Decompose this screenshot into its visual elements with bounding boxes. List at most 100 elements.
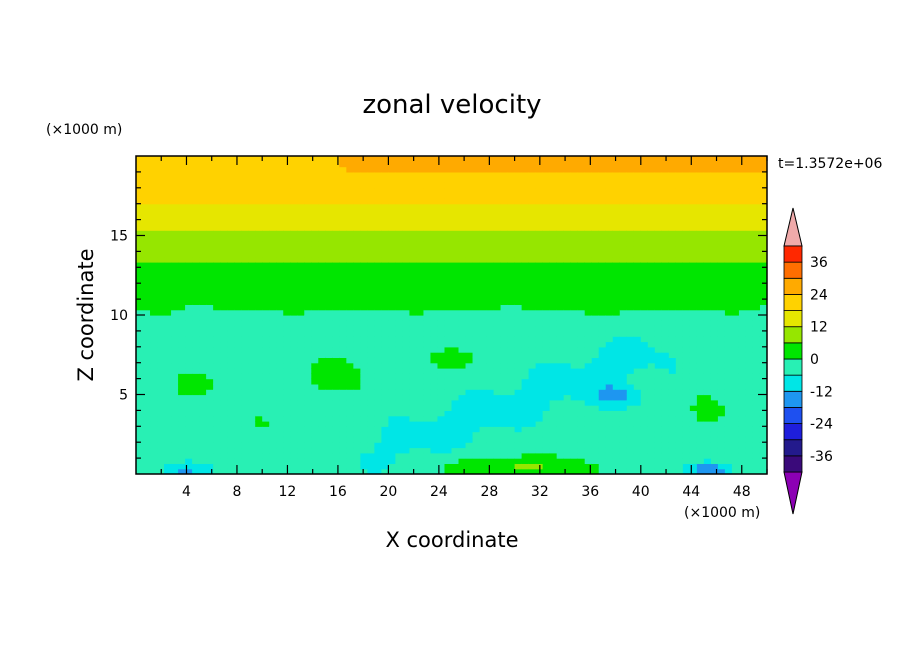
field-cell bbox=[444, 251, 453, 258]
field-cell bbox=[143, 293, 151, 300]
field-cell bbox=[276, 240, 284, 247]
field-cell bbox=[633, 198, 642, 205]
field-cell bbox=[451, 442, 460, 449]
field-cell bbox=[367, 251, 375, 258]
field-cell bbox=[640, 177, 649, 184]
field-cell bbox=[500, 209, 509, 215]
field-cell bbox=[360, 156, 368, 162]
field-cell bbox=[248, 299, 256, 305]
field-cell bbox=[360, 346, 368, 353]
field-cell bbox=[276, 166, 284, 173]
field-cell bbox=[633, 272, 642, 279]
field-cell bbox=[199, 166, 207, 173]
field-cell bbox=[276, 436, 284, 443]
field-cell bbox=[563, 394, 572, 401]
field-cell bbox=[395, 415, 404, 422]
field-cell bbox=[185, 431, 193, 438]
field-cell bbox=[486, 383, 495, 390]
field-cell bbox=[360, 421, 368, 427]
field-cell bbox=[241, 193, 249, 199]
field-cell bbox=[220, 293, 228, 300]
field-cell bbox=[500, 399, 509, 406]
field-cell bbox=[626, 315, 635, 321]
field-cell bbox=[367, 320, 375, 327]
field-cell bbox=[227, 240, 235, 247]
field-cell bbox=[514, 336, 523, 343]
field-cell bbox=[619, 224, 628, 231]
field-cell bbox=[290, 336, 298, 343]
field-cell bbox=[430, 304, 439, 311]
field-cell bbox=[661, 341, 670, 348]
field-cell bbox=[339, 309, 347, 316]
field-cell bbox=[388, 214, 397, 221]
field-cell bbox=[192, 357, 200, 364]
field-cell bbox=[521, 246, 530, 252]
field-cell bbox=[514, 177, 523, 184]
field-cell bbox=[486, 171, 495, 178]
field-cell bbox=[591, 341, 600, 348]
field-cell bbox=[591, 166, 600, 173]
field-cell bbox=[318, 240, 326, 247]
field-cell bbox=[500, 198, 509, 205]
field-cell bbox=[395, 330, 404, 337]
field-cell bbox=[150, 362, 158, 369]
field-cell bbox=[591, 415, 600, 422]
field-cell bbox=[374, 288, 382, 295]
field-cell bbox=[339, 288, 347, 295]
field-cell bbox=[304, 431, 312, 438]
field-cell bbox=[283, 299, 291, 305]
field-cell bbox=[696, 230, 705, 237]
field-cell bbox=[703, 262, 712, 268]
field-cell bbox=[577, 405, 586, 411]
field-cell bbox=[430, 346, 439, 353]
field-cell bbox=[591, 219, 600, 226]
field-cell bbox=[486, 352, 495, 358]
field-cell bbox=[612, 156, 621, 162]
field-cell bbox=[710, 458, 719, 464]
field-cell bbox=[486, 346, 495, 353]
field-cell bbox=[402, 224, 411, 231]
field-cell bbox=[605, 415, 614, 422]
field-cell bbox=[304, 267, 312, 274]
field-cell bbox=[311, 209, 319, 215]
field-cell bbox=[318, 383, 326, 390]
field-cell bbox=[157, 352, 165, 358]
field-cell bbox=[353, 458, 361, 464]
field-cell bbox=[612, 224, 621, 231]
field-cell bbox=[339, 272, 347, 279]
field-cell bbox=[395, 352, 404, 358]
field-cell bbox=[535, 410, 544, 417]
field-cell bbox=[556, 447, 565, 454]
field-cell bbox=[493, 304, 502, 311]
field-cell bbox=[346, 198, 354, 205]
field-cell bbox=[507, 272, 516, 279]
field-cell bbox=[521, 214, 530, 221]
field-cell bbox=[402, 235, 411, 242]
field-cell bbox=[297, 277, 305, 284]
field-cell bbox=[514, 262, 523, 268]
field-cell bbox=[479, 336, 488, 343]
field-cell bbox=[493, 240, 502, 247]
field-cell bbox=[514, 224, 523, 231]
field-cell bbox=[304, 230, 312, 237]
field-cell bbox=[311, 389, 319, 396]
field-cell bbox=[241, 431, 249, 438]
field-cell bbox=[367, 336, 375, 343]
field-cell bbox=[346, 262, 354, 268]
field-cell bbox=[500, 447, 509, 454]
field-cell bbox=[675, 315, 684, 321]
field-cell bbox=[479, 346, 488, 353]
field-cell bbox=[318, 209, 326, 215]
field-cell bbox=[577, 426, 586, 433]
field-cell bbox=[332, 330, 340, 337]
field-cell bbox=[507, 182, 516, 189]
field-cell bbox=[311, 198, 319, 205]
field-cell bbox=[353, 288, 361, 295]
field-cell bbox=[150, 309, 158, 316]
field-cell bbox=[486, 452, 495, 459]
field-cell bbox=[206, 325, 214, 332]
field-cell bbox=[150, 214, 158, 221]
field-cell bbox=[451, 463, 460, 470]
field-cell bbox=[689, 156, 698, 162]
field-cell bbox=[192, 341, 200, 348]
